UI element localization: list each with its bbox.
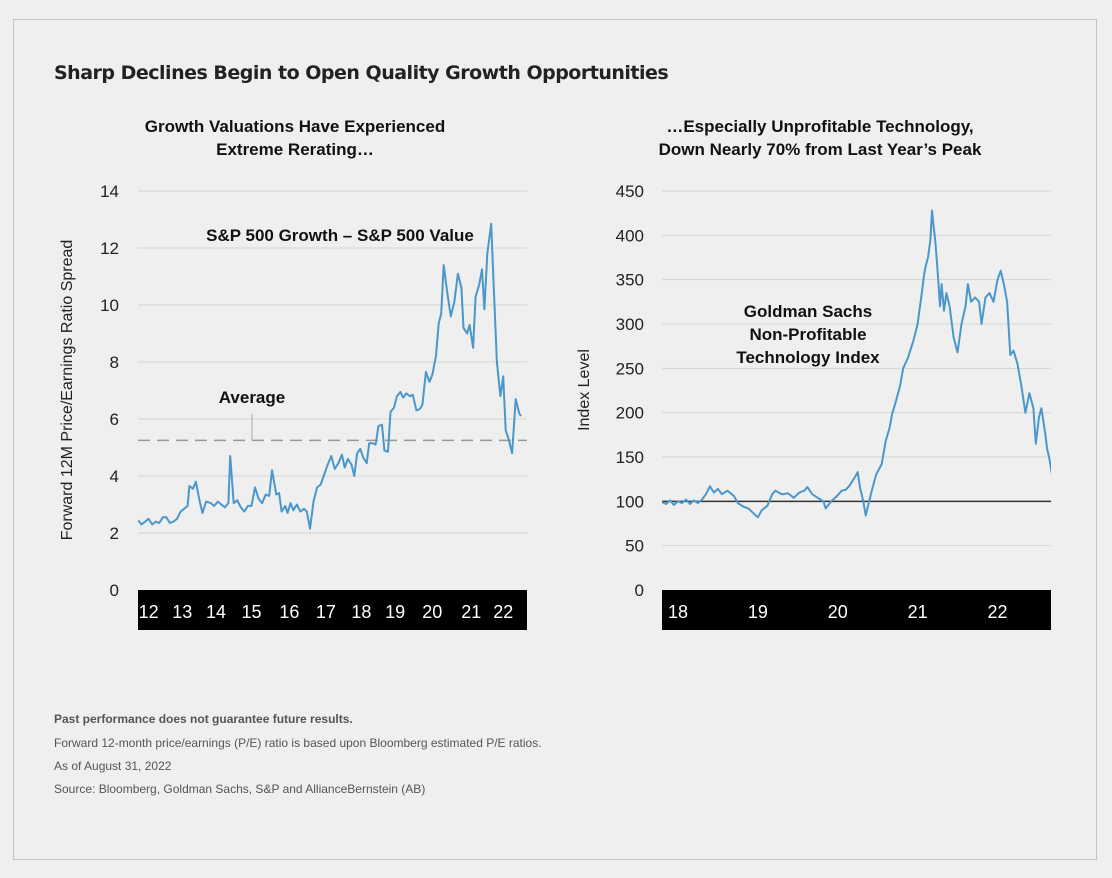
right-y-tick-label: 100 <box>616 492 644 511</box>
left-x-tick-label: 12 <box>139 602 159 622</box>
left-chart-group: 0 2 4 6 8 10 12 14 Forward 12M Price/Earnings Ra… <box>59 182 527 630</box>
left-y-tick-label: 0 <box>110 581 119 600</box>
chart-frame <box>13 19 1097 860</box>
as-of-date: As of August 31, 2022 <box>54 759 172 773</box>
disclaimer: Past performance does not guarantee futu… <box>54 712 353 726</box>
right-y-tick-label: 400 <box>616 226 644 245</box>
left-chart-title: Growth Valuations Have Experienced Extre… <box>144 117 446 159</box>
right-x-tick-label: 21 <box>908 602 928 622</box>
right-y-tick-label: 250 <box>616 359 644 378</box>
right-x-tick-label: 22 <box>987 602 1007 622</box>
right-chart-title: …Especially Unprofitable Technology, Dow… <box>658 117 982 159</box>
right-y-tick-label: 450 <box>616 182 644 201</box>
right-y-tick-label: 300 <box>616 315 644 334</box>
right-y-tick-label: 350 <box>616 271 644 290</box>
left-x-tick-label: 14 <box>206 602 226 622</box>
left-x-tick-label: 20 <box>422 602 442 622</box>
left-series-line <box>138 222 522 530</box>
left-y-tick-label: 8 <box>110 353 119 372</box>
right-y-tick-label: 200 <box>616 404 644 423</box>
left-x-tick-label: 22 <box>493 602 513 622</box>
left-x-tick-label: 17 <box>316 602 336 622</box>
left-y-tick-label: 4 <box>110 467 119 486</box>
left-y-tick-label: 2 <box>110 524 119 543</box>
right-y-tick-label: 150 <box>616 448 644 467</box>
right-y-tick-label: 50 <box>625 537 644 556</box>
right-series-line <box>662 209 1051 519</box>
average-label: Average <box>218 388 286 407</box>
right-chart-group: 0 50 100 150 200 250 300 350 400 450 Index Level 18… <box>576 182 1051 630</box>
left-y-tick-label: 14 <box>100 182 119 201</box>
left-y-tick-label: 6 <box>110 410 119 429</box>
footnote-pe: Forward 12-month price/earnings (P/E) ra… <box>54 736 542 750</box>
page-title: Sharp Declines Begin to Open Quality Gro… <box>54 62 669 84</box>
right-x-tick-label: 19 <box>748 602 768 622</box>
left-x-tick-label: 21 <box>461 602 481 622</box>
left-x-axis-band <box>138 590 527 630</box>
left-x-tick-label: 16 <box>279 602 299 622</box>
left-series-label: S&P 500 Growth – S&P 500 Value <box>206 226 474 245</box>
right-x-tick-label: 20 <box>828 602 848 622</box>
left-y-tick-label: 12 <box>100 239 119 258</box>
left-x-tick-label: 18 <box>351 602 371 622</box>
right-x-axis-band <box>662 590 1051 630</box>
left-y-tick-label: 10 <box>100 296 119 315</box>
left-x-tick-label: 15 <box>241 602 261 622</box>
right-x-tick-label: 18 <box>668 602 688 622</box>
right-series-label: Goldman Sachs Non-Profitable Technology … <box>736 302 880 367</box>
source: Source: Bloomberg, Goldman Sachs, S&P an… <box>54 782 426 796</box>
right-y-tick-label: 0 <box>635 581 644 600</box>
left-x-tick-label: 19 <box>385 602 405 622</box>
right-y-axis-label: Index Level <box>576 349 593 431</box>
left-x-tick-label: 13 <box>172 602 192 622</box>
left-y-axis-label: Forward 12M Price/Earnings Ratio Spread <box>59 240 76 541</box>
